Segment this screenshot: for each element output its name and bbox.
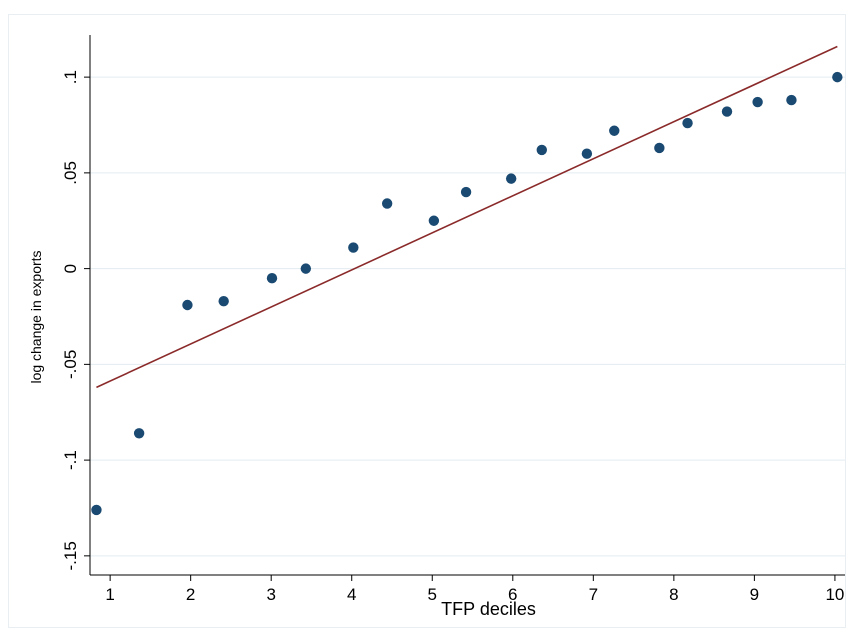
x-tick-label: 7 xyxy=(589,585,598,604)
x-tick-label: 2 xyxy=(186,585,195,604)
fit-line xyxy=(96,45,838,389)
x-tick-label: 6 xyxy=(508,585,517,604)
data-point xyxy=(91,504,102,516)
x-tick-label: 9 xyxy=(750,585,759,604)
y-tick-label: .1 xyxy=(61,70,80,84)
y-tick-label: 0 xyxy=(61,264,80,273)
x-tick-label: 10 xyxy=(825,585,844,604)
fit-line-series xyxy=(96,45,838,389)
scatter-series xyxy=(91,71,843,516)
x-tick-label: 5 xyxy=(428,585,437,604)
y-tick-label: -.15 xyxy=(61,541,80,570)
data-point xyxy=(654,142,665,154)
y-tick-label: -.05 xyxy=(61,350,80,379)
y-axis-title: log change in exports xyxy=(28,250,44,383)
x-tick-label: 8 xyxy=(669,585,678,604)
data-point xyxy=(266,272,278,284)
y-tick-label: -.1 xyxy=(61,450,80,470)
x-axis-ticks: 1 2 3 4 5 6 7 8 9 10 xyxy=(105,575,844,604)
x-tick-label: 1 xyxy=(105,585,114,604)
axes xyxy=(89,35,845,576)
data-point xyxy=(505,173,517,184)
gridlines xyxy=(90,76,845,557)
data-point xyxy=(460,186,472,198)
chart-frame: 1 2 3 4 5 6 7 8 9 10 -.15 -.1 -.05 0 .05 .1 TFP decile… xyxy=(8,14,846,628)
data-point xyxy=(682,117,693,129)
data-point xyxy=(721,106,733,117)
data-point xyxy=(182,299,193,311)
data-point xyxy=(609,125,620,136)
data-point xyxy=(581,148,593,159)
data-point xyxy=(300,263,312,274)
y-tick-label: .05 xyxy=(61,161,80,185)
data-point xyxy=(133,428,145,439)
y-axis-ticks: -.15 -.1 -.05 0 .05 .1 xyxy=(61,70,90,570)
data-point xyxy=(428,215,440,226)
x-tick-label: 3 xyxy=(266,585,275,604)
data-point xyxy=(536,144,547,156)
data-point xyxy=(381,198,393,209)
data-point xyxy=(832,71,843,83)
scatter-chart: 1 2 3 4 5 6 7 8 9 10 -.15 -.1 -.05 0 .05 .1 TFP decile… xyxy=(28,35,845,619)
x-tick-label: 4 xyxy=(347,585,356,604)
data-point xyxy=(786,94,797,106)
data-point xyxy=(752,96,763,108)
x-axis-title: TFP deciles xyxy=(441,599,536,619)
data-point xyxy=(348,242,359,253)
data-point xyxy=(218,295,229,307)
